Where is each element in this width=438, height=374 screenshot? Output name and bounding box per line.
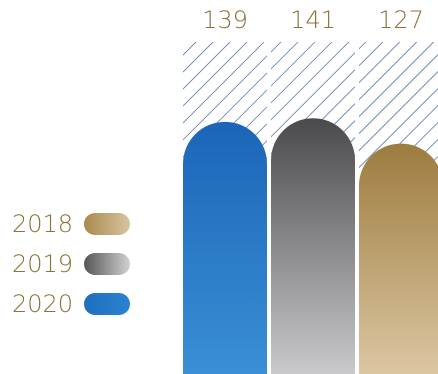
bar-2020 (183, 121, 267, 374)
legend-label-2019: 2019 (12, 250, 74, 278)
bar-2018 (359, 143, 438, 374)
legend-item-2018: 2018 (12, 204, 130, 244)
bar-2019 (271, 118, 355, 374)
legend-item-2020: 2020 (12, 284, 130, 324)
legend: 2018 2019 2020 (12, 204, 130, 324)
bars-group (183, 42, 438, 374)
value-label-2019: 141 (290, 6, 336, 34)
legend-label-2020: 2020 (12, 290, 74, 318)
value-label-2018: 127 (378, 6, 424, 34)
legend-swatch-2018 (84, 213, 130, 235)
value-label-2020: 139 (202, 6, 248, 34)
legend-item-2019: 2019 (12, 244, 130, 284)
legend-swatch-2019 (84, 253, 130, 275)
legend-swatch-2020 (84, 293, 130, 315)
legend-label-2018: 2018 (12, 210, 74, 238)
